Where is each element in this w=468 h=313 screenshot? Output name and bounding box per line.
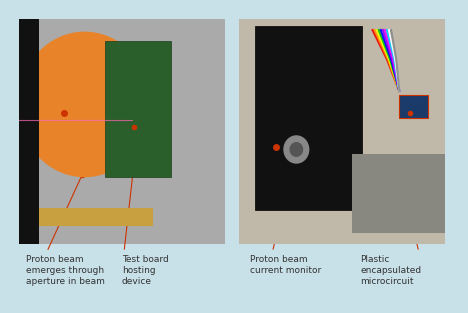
FancyBboxPatch shape: [19, 19, 225, 244]
FancyBboxPatch shape: [352, 154, 445, 233]
FancyBboxPatch shape: [255, 26, 362, 210]
Circle shape: [284, 136, 309, 163]
Text: Proton beam
current monitor: Proton beam current monitor: [250, 255, 322, 275]
FancyBboxPatch shape: [239, 19, 445, 244]
FancyBboxPatch shape: [105, 41, 171, 177]
Circle shape: [290, 143, 302, 156]
FancyBboxPatch shape: [39, 208, 153, 226]
Text: Test board
hosting
device: Test board hosting device: [122, 255, 168, 286]
FancyBboxPatch shape: [399, 95, 428, 118]
FancyBboxPatch shape: [19, 19, 39, 244]
Circle shape: [19, 32, 151, 177]
Text: Proton beam
emerges through
aperture in beam: Proton beam emerges through aperture in …: [26, 255, 105, 286]
Text: Plastic
encapsulated
microcircuit: Plastic encapsulated microcircuit: [360, 255, 422, 286]
FancyBboxPatch shape: [239, 19, 445, 244]
